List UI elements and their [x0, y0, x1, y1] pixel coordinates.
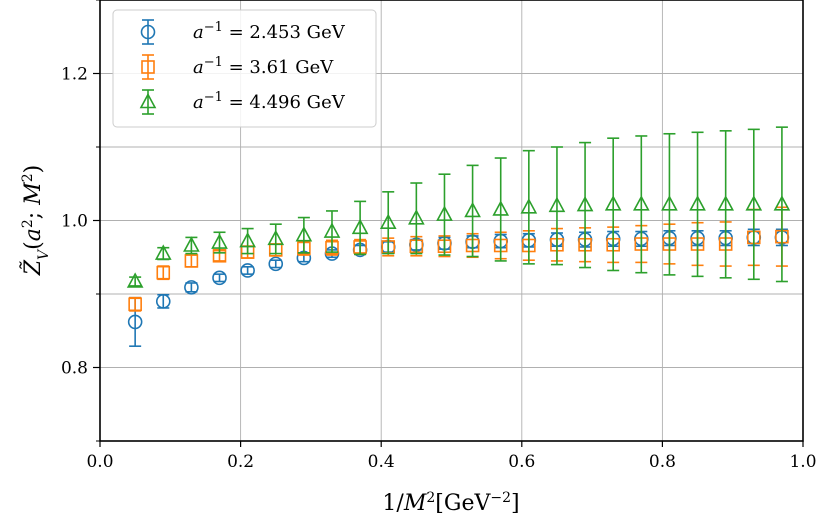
data-point	[128, 297, 142, 312]
data-point	[661, 195, 678, 211]
data-point	[156, 265, 171, 280]
data-series	[126, 126, 791, 347]
data-point	[295, 226, 313, 242]
data-point	[212, 270, 227, 286]
y-axis-label: Z̃V(a2; M2)	[20, 165, 52, 277]
data-point	[267, 229, 285, 246]
data-point	[464, 201, 481, 218]
data-point	[632, 195, 650, 211]
data-point	[520, 198, 538, 214]
data-point	[436, 205, 453, 221]
legend-marker-triangle	[139, 92, 157, 109]
data-point	[408, 209, 425, 225]
axis-ticks: 0.0 0.2 0.4 0.6 0.8 1.0 0.8 1.0 1.2	[61, 0, 817, 472]
data-point	[492, 200, 510, 216]
data-point	[155, 294, 171, 309]
data-point	[379, 213, 397, 230]
data-point	[184, 254, 199, 268]
x-tick-label: 0.2	[227, 452, 254, 472]
series-square	[128, 206, 789, 312]
data-point	[239, 231, 256, 248]
data-point	[268, 256, 284, 272]
legend-box	[112, 9, 377, 128]
legend-label: a−1 = 4.496 GeV	[193, 90, 346, 114]
data-point	[576, 195, 594, 212]
data-point	[745, 195, 763, 211]
data-point	[183, 236, 200, 252]
legend-label: a−1 = 3.61 GeV	[193, 55, 334, 79]
data-point	[548, 196, 566, 213]
data-point	[773, 195, 791, 211]
x-tick-label: 0.6	[508, 452, 535, 472]
x-tick-label: 0.0	[86, 452, 113, 472]
legend-marker-circle	[140, 24, 156, 40]
y-tick-label: 0.8	[61, 359, 88, 379]
y-tick-label: 1.0	[61, 212, 88, 232]
data-point	[154, 244, 172, 260]
data-point	[240, 263, 255, 278]
data-point	[717, 195, 735, 211]
x-tick-label: 0.8	[649, 452, 676, 472]
series-circle	[127, 228, 790, 347]
data-point	[127, 314, 143, 330]
data-point	[126, 272, 144, 288]
data-point	[323, 222, 341, 238]
y-tick-label: 1.2	[61, 65, 88, 85]
x-tick-label: 1.0	[789, 452, 816, 472]
x-axis-label: 1/M2[GeV−2]	[382, 490, 519, 516]
data-point	[184, 280, 199, 295]
legend-label: a−1 = 2.453 GeV	[193, 20, 346, 44]
data-point	[211, 233, 228, 249]
series-triangle	[126, 126, 791, 288]
legend: a−1 = 2.453 GeV a−1 = 3.61 GeV a−1 = 4.496…	[112, 9, 377, 128]
legend-marker-square	[141, 60, 155, 74]
data-point	[351, 218, 369, 235]
data-point	[604, 195, 622, 211]
data-point	[689, 195, 706, 211]
x-tick-label: 0.4	[368, 452, 395, 472]
